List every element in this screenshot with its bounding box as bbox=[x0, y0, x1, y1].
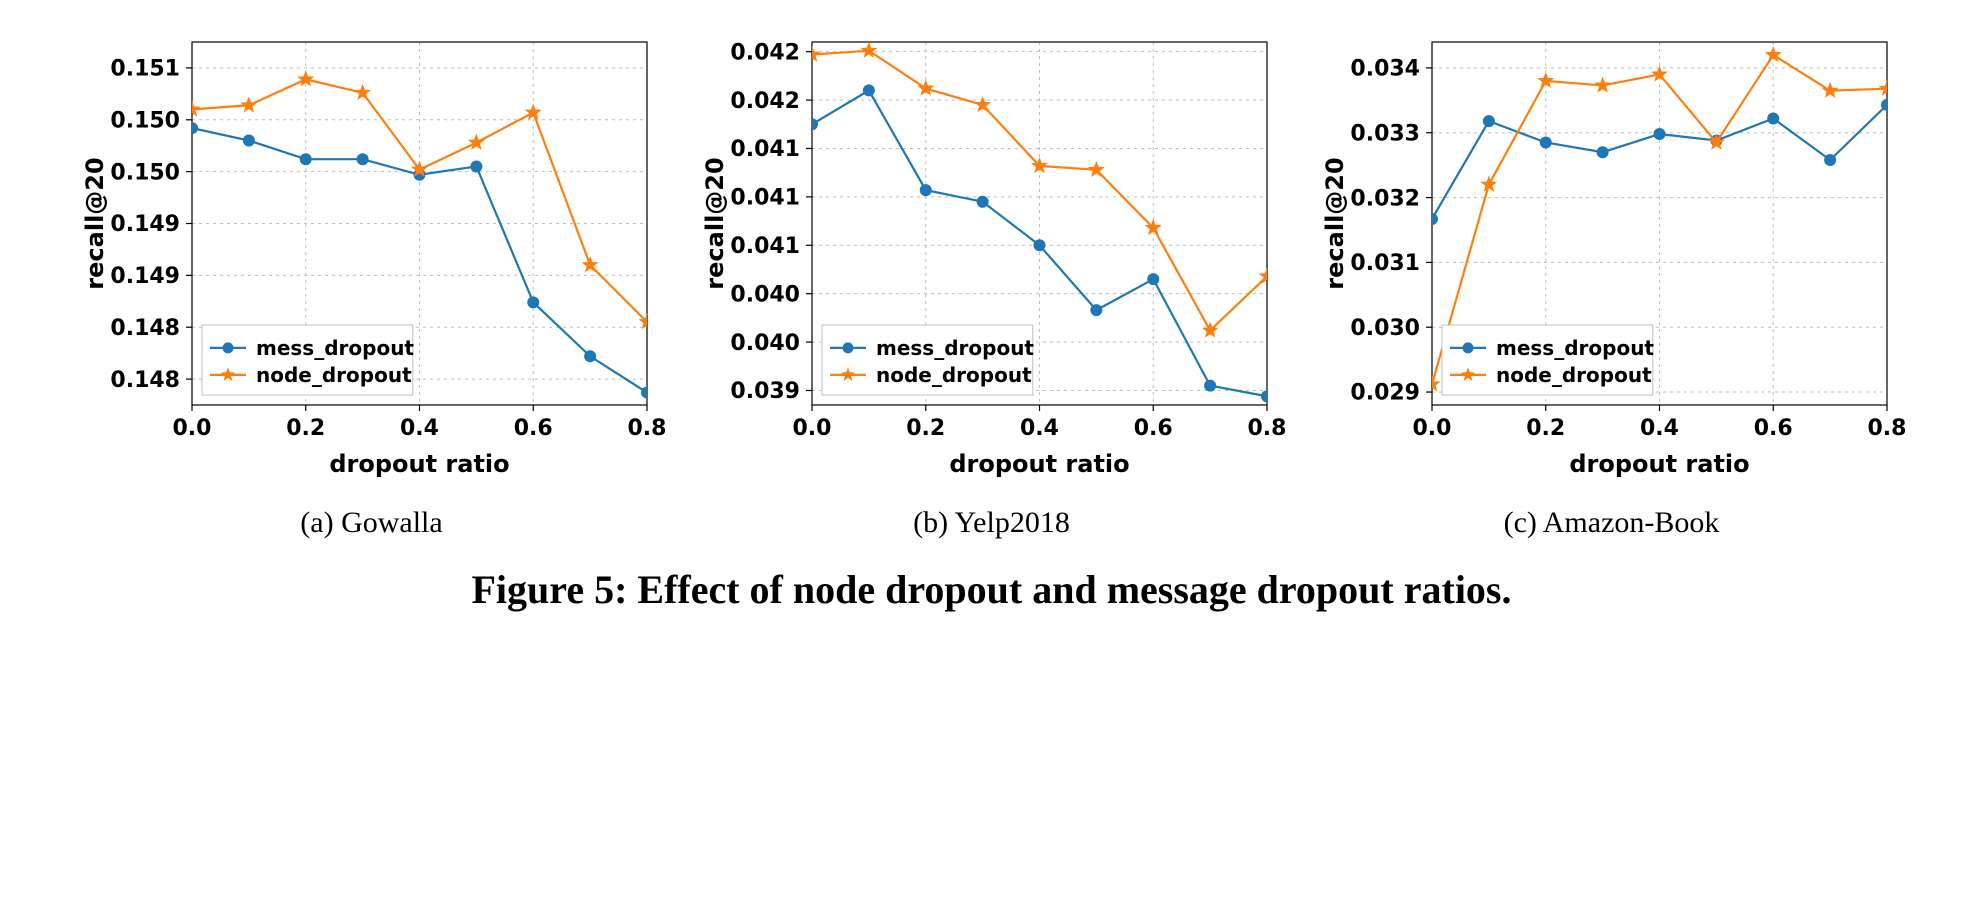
y-tick-label: 0.149 bbox=[110, 212, 180, 237]
marker-mess_dropout bbox=[977, 196, 988, 207]
legend: mess_dropout node_dropout bbox=[1442, 325, 1654, 395]
x-tick-label: 0.0 bbox=[1412, 416, 1451, 441]
x-tick-label: 0.8 bbox=[627, 416, 666, 441]
y-tick-label: 0.029 bbox=[1350, 381, 1420, 406]
marker-mess_dropout bbox=[1767, 113, 1778, 124]
legend-label-node_dropout: node_dropout bbox=[876, 363, 1032, 387]
x-tick-label: 0.4 bbox=[400, 416, 439, 441]
subcaption-gowalla: (a) Gowalla bbox=[300, 506, 442, 540]
x-tick-label: 0.4 bbox=[1640, 416, 1679, 441]
x-tick-label: 0.2 bbox=[286, 416, 325, 441]
y-tick-label: 0.150 bbox=[110, 160, 180, 185]
marker-mess_dropout bbox=[527, 297, 538, 308]
x-axis-label: dropout ratio bbox=[1569, 450, 1749, 478]
y-tick-label: 0.034 bbox=[1350, 57, 1420, 82]
panel-yelp: 0.0 0.2 0.4 0.6 0.8 0.039 0.040 0.040 0.041 0.041… bbox=[697, 20, 1287, 540]
x-tick-label: 0.2 bbox=[1526, 416, 1565, 441]
x-tick-label: 0.6 bbox=[1133, 416, 1172, 441]
y-tick-label: 0.042 bbox=[730, 89, 800, 114]
legend-label-mess_dropout: mess_dropout bbox=[1496, 336, 1654, 360]
y-tick-label: 0.041 bbox=[730, 186, 800, 211]
y-tick-label: 0.033 bbox=[1350, 121, 1420, 146]
subcaption-amazon: (c) Amazon-Book bbox=[1504, 506, 1720, 540]
panel-gowalla: 0.0 0.2 0.4 0.6 0.8 0.148 0.148 0.149 0.149 0.150… bbox=[77, 20, 667, 540]
marker-mess_dropout bbox=[920, 185, 931, 196]
plot-gowalla: 0.0 0.2 0.4 0.6 0.8 0.148 0.148 0.149 0.149 0.150… bbox=[77, 20, 667, 490]
plot-amazon: 0.0 0.2 0.4 0.6 0.8 0.029 0.030 0.031 0.032 0.033… bbox=[1317, 20, 1907, 490]
y-tick-label: 0.040 bbox=[730, 282, 800, 307]
y-tick-label: 0.148 bbox=[110, 316, 180, 341]
panel-amazon: 0.0 0.2 0.4 0.6 0.8 0.029 0.030 0.031 0.032 0.033… bbox=[1317, 20, 1907, 540]
y-axis-label: recall@20 bbox=[701, 157, 729, 289]
y-tick-label: 0.150 bbox=[110, 108, 180, 133]
marker-mess_dropout bbox=[300, 154, 311, 165]
legend-label-mess_dropout: mess_dropout bbox=[256, 336, 414, 360]
marker-mess_dropout bbox=[1654, 129, 1665, 140]
x-axis-label: dropout ratio bbox=[949, 450, 1129, 478]
y-tick-label: 0.040 bbox=[730, 331, 800, 356]
marker-mess_dropout bbox=[1147, 274, 1158, 285]
marker-mess_dropout bbox=[1824, 154, 1835, 165]
marker-mess_dropout bbox=[470, 161, 481, 172]
legend: mess_dropout node_dropout bbox=[202, 325, 414, 395]
x-tick-label: 0.8 bbox=[1247, 416, 1286, 441]
marker-mess_dropout bbox=[1090, 305, 1101, 316]
legend: mess_dropout node_dropout bbox=[822, 325, 1034, 395]
x-tick-label: 0.6 bbox=[513, 416, 552, 441]
y-tick-label: 0.041 bbox=[730, 137, 800, 162]
x-tick-label: 0.6 bbox=[1753, 416, 1792, 441]
subcaption-yelp: (b) Yelp2018 bbox=[913, 506, 1070, 540]
y-axis-label: recall@20 bbox=[81, 157, 109, 289]
x-axis-label: dropout ratio bbox=[329, 450, 509, 478]
legend-label-node_dropout: node_dropout bbox=[256, 363, 412, 387]
y-tick-label: 0.149 bbox=[110, 264, 180, 289]
y-tick-label: 0.039 bbox=[730, 379, 800, 404]
y-tick-label: 0.031 bbox=[1350, 251, 1420, 276]
x-tick-label: 0.2 bbox=[906, 416, 945, 441]
marker-mess_dropout bbox=[357, 154, 368, 165]
y-tick-label: 0.148 bbox=[110, 368, 180, 393]
legend-label-node_dropout: node_dropout bbox=[1496, 363, 1652, 387]
marker-mess_dropout bbox=[1597, 147, 1608, 158]
marker-mess_dropout bbox=[1204, 380, 1215, 391]
marker-mess_dropout bbox=[1540, 137, 1551, 148]
marker-mess_dropout bbox=[243, 135, 254, 146]
y-tick-label: 0.151 bbox=[110, 57, 180, 82]
x-tick-label: 0.4 bbox=[1020, 416, 1059, 441]
x-tick-label: 0.0 bbox=[172, 416, 211, 441]
figure-row: 0.0 0.2 0.4 0.6 0.8 0.148 0.148 0.149 0.149 0.150… bbox=[20, 20, 1963, 540]
marker-mess_dropout bbox=[863, 85, 874, 96]
y-tick-label: 0.032 bbox=[1350, 186, 1420, 211]
y-tick-label: 0.030 bbox=[1350, 316, 1420, 341]
legend-label-mess_dropout: mess_dropout bbox=[876, 336, 1034, 360]
y-tick-label: 0.041 bbox=[730, 234, 800, 259]
marker-mess_dropout bbox=[1483, 116, 1494, 127]
plot-yelp: 0.0 0.2 0.4 0.6 0.8 0.039 0.040 0.040 0.041 0.041… bbox=[697, 20, 1287, 490]
marker-mess_dropout bbox=[1034, 240, 1045, 251]
marker-mess_dropout bbox=[584, 351, 595, 362]
x-tick-label: 0.8 bbox=[1867, 416, 1906, 441]
x-tick-label: 0.0 bbox=[792, 416, 831, 441]
figure-caption: Figure 5: Effect of node dropout and mes… bbox=[20, 566, 1963, 613]
y-axis-label: recall@20 bbox=[1321, 157, 1349, 289]
y-tick-label: 0.042 bbox=[730, 40, 800, 65]
